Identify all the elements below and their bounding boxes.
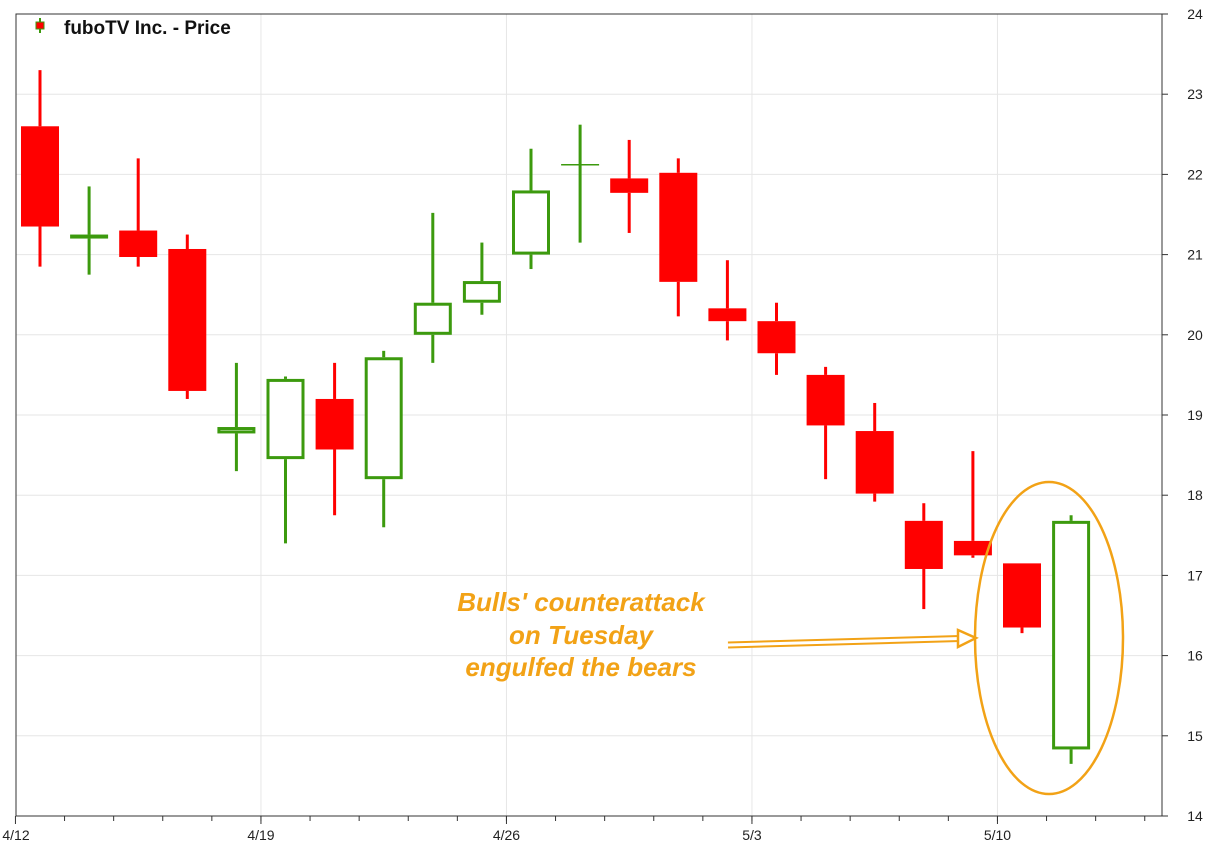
legend-title: fuboTV Inc. - Price [64, 18, 231, 39]
annotation-line-2: on Tuesday [509, 620, 655, 650]
candle [561, 124, 600, 243]
candle-body [168, 248, 207, 391]
x-axis: 4/12 4/19 4/26 5/3 5/10 [2, 816, 1146, 843]
candle [953, 451, 992, 558]
legend-icon [35, 21, 45, 30]
annotation: Bulls' counterattack on Tuesday engulfed… [457, 480, 1125, 796]
candle-body [21, 126, 59, 227]
candle [757, 302, 796, 375]
annotation-line-1: Bulls' counterattack [457, 587, 706, 617]
grid [16, 13, 1162, 817]
y-tick-label: 22 [1187, 166, 1203, 182]
x-tick-label: 4/12 [2, 827, 29, 843]
candle-body [953, 540, 992, 556]
y-tick-label: 16 [1187, 648, 1203, 664]
candle [512, 148, 550, 270]
x-tick-label: 5/3 [742, 827, 762, 843]
candles [21, 70, 1091, 764]
candle [168, 234, 207, 399]
candle [806, 366, 845, 480]
candle [904, 503, 943, 610]
candle-body [315, 398, 354, 450]
candle-body [266, 378, 305, 460]
candle [708, 260, 747, 341]
candle [21, 70, 59, 267]
candle-body [610, 178, 649, 193]
y-axis: 14 15 16 17 18 19 20 21 22 23 24 [1162, 6, 1203, 824]
x-tick-label: 4/19 [247, 827, 274, 843]
y-tick-label: 24 [1187, 6, 1203, 22]
y-tick-label: 17 [1187, 567, 1203, 583]
candle-body [364, 357, 403, 480]
y-tick-label: 23 [1187, 86, 1203, 102]
y-tick-label: 14 [1187, 808, 1203, 824]
candle [1052, 515, 1091, 764]
candle [610, 139, 649, 233]
legend: fuboTV Inc. - Price [35, 18, 231, 39]
candle-body [708, 308, 747, 322]
y-tick-label: 15 [1187, 728, 1203, 744]
candle-body [806, 374, 845, 426]
candle [217, 362, 256, 472]
candle [1003, 563, 1041, 634]
y-tick-label: 18 [1187, 487, 1203, 503]
candle-body [855, 431, 894, 494]
candle-body [462, 281, 501, 303]
candle-body [119, 230, 158, 258]
candle [70, 186, 109, 275]
candle-body [217, 427, 256, 434]
candle [855, 402, 894, 502]
x-tick-label: 5/10 [984, 827, 1011, 843]
candle [659, 158, 698, 317]
candle [119, 158, 158, 267]
candle [413, 212, 452, 363]
annotation-line-3: engulfed the bears [465, 652, 696, 682]
x-tick-label: 4/26 [493, 827, 520, 843]
candle [462, 242, 501, 315]
candle-body [70, 234, 109, 239]
candle-body [413, 302, 452, 335]
y-tick-label: 20 [1187, 327, 1203, 343]
candle [315, 362, 354, 516]
candle-body [1003, 563, 1041, 628]
candle-body [659, 172, 698, 282]
candle [266, 376, 305, 544]
annotation-arrow [727, 628, 979, 650]
candle-body [904, 520, 943, 569]
y-tick-label: 21 [1187, 247, 1203, 263]
candle-body [512, 190, 550, 255]
candle-body [1052, 520, 1091, 750]
y-tick-label: 19 [1187, 407, 1203, 423]
candle-body [757, 321, 796, 354]
candle [364, 350, 403, 528]
